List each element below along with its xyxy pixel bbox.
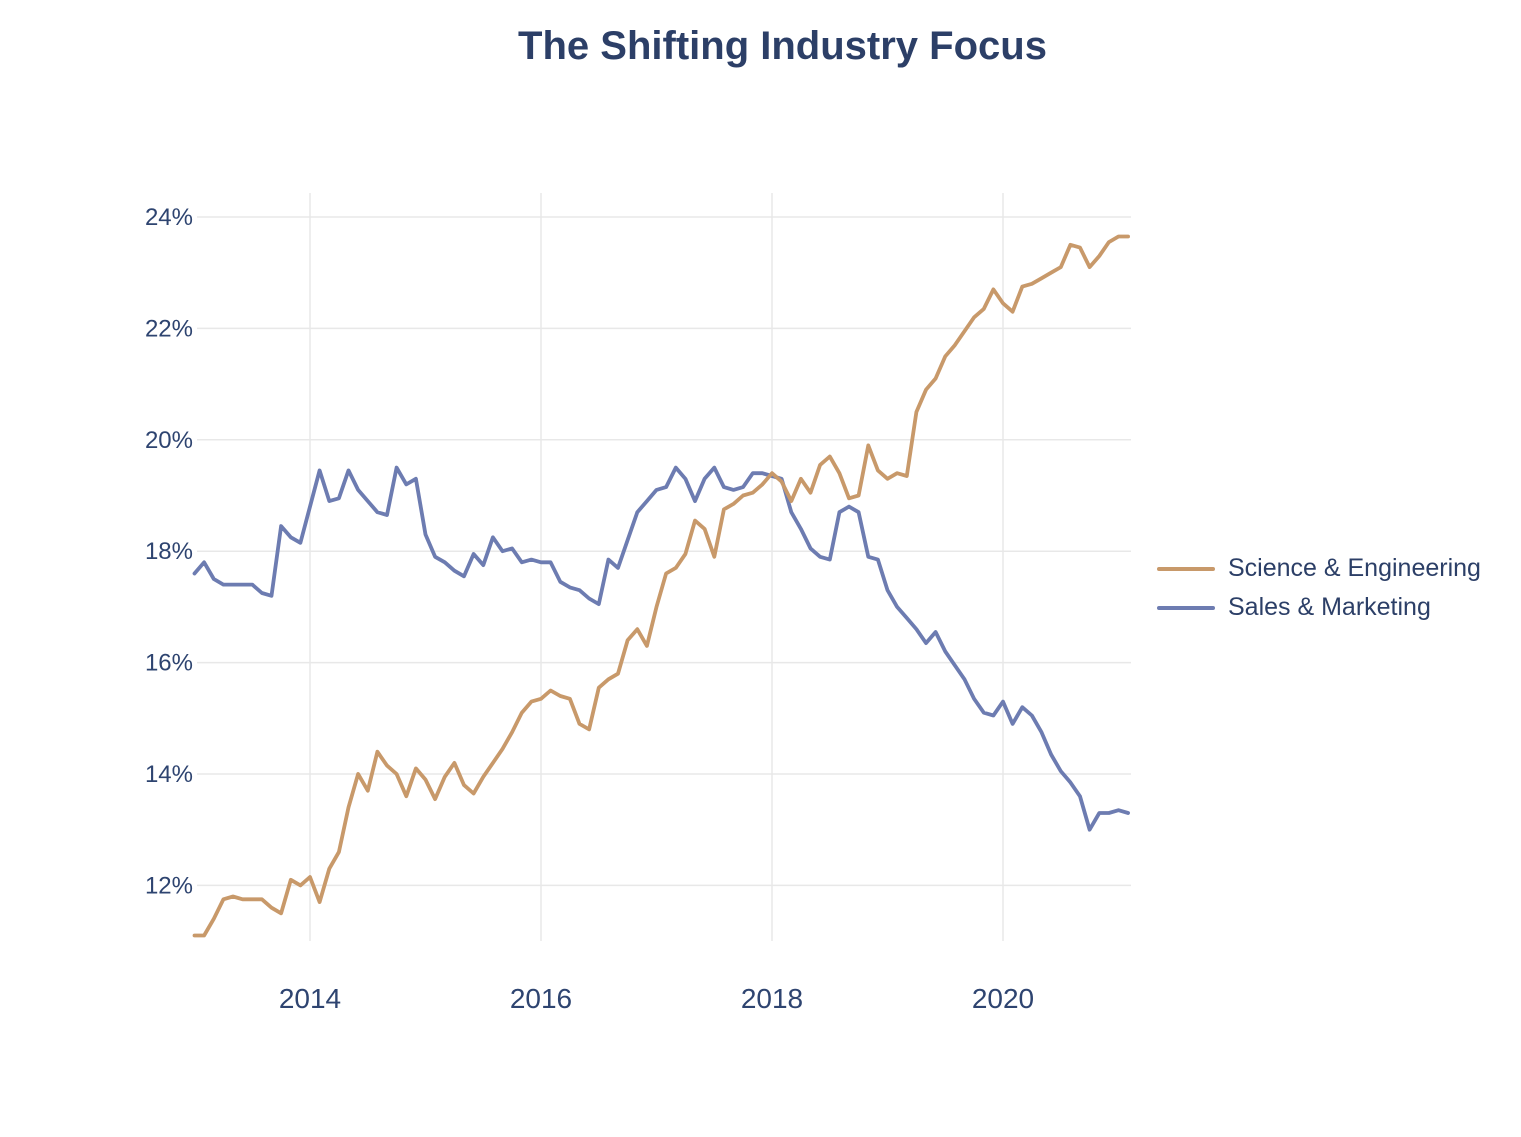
- y-tick-label-18: 18%: [145, 538, 193, 565]
- x-tick-label-2020: 2020: [972, 983, 1034, 1014]
- x-tick-label-2018: 2018: [741, 983, 803, 1014]
- legend-label: Science & Engineering: [1228, 554, 1481, 582]
- y-tick-label-16: 16%: [145, 650, 193, 677]
- legend-item-sales-marketing[interactable]: Sales & Marketing: [1157, 588, 1481, 627]
- legend-swatch-icon: [1157, 566, 1215, 571]
- y-tick-label-12: 12%: [145, 872, 193, 899]
- x-tick-label-2014: 2014: [279, 983, 341, 1014]
- series-line-science-engineering: [192, 234, 1130, 938]
- y-tick-label-14: 14%: [145, 761, 193, 788]
- series-line-sales-marketing: [192, 465, 1130, 832]
- legend-swatch-icon: [1157, 605, 1215, 610]
- legend-item-science-engineering[interactable]: Science & Engineering: [1157, 549, 1481, 588]
- x-tick-label-2016: 2016: [510, 983, 572, 1014]
- y-tick-label-24: 24%: [145, 204, 193, 231]
- legend-label: Sales & Marketing: [1228, 593, 1431, 621]
- y-tick-label-20: 20%: [145, 427, 193, 454]
- legend: Science & Engineering Sales & Marketing: [1157, 549, 1481, 627]
- chart-title: The Shifting Industry Focus: [518, 24, 1047, 68]
- y-tick-label-22: 22%: [145, 315, 193, 342]
